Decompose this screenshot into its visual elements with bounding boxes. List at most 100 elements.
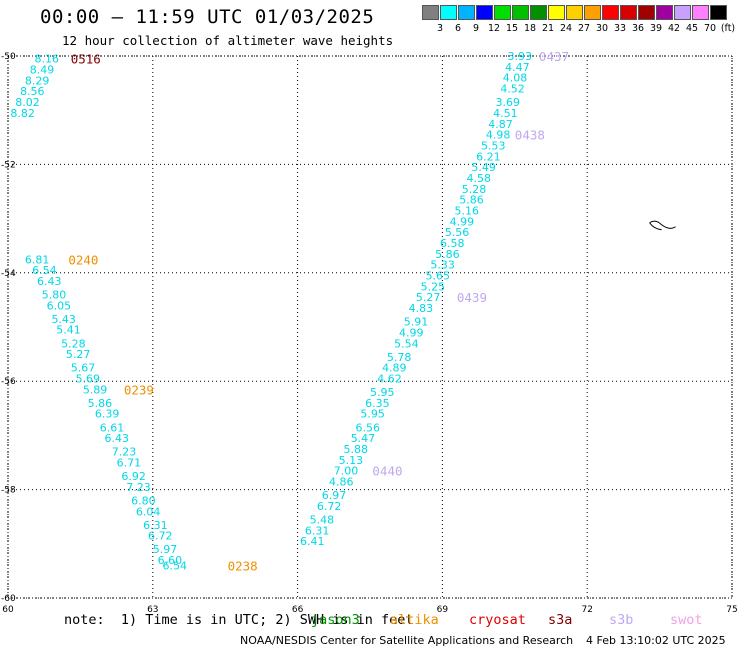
wave-height-value: 5.95 [360, 408, 385, 421]
wave-height-value: 5.88 [343, 443, 368, 456]
y-tick-label: -58 [1, 486, 16, 496]
wave-height-value: 6.43 [37, 275, 62, 288]
legend-swatch [458, 5, 475, 20]
legend-swatch [656, 5, 673, 20]
wave-height-value: 8.82 [10, 107, 35, 120]
legend-label: 33 [613, 23, 627, 34]
wave-height-value: 3.69 [495, 96, 520, 109]
legend-swatch [674, 5, 691, 20]
legend-swatch [512, 5, 529, 20]
wave-height-value: 5.78 [387, 351, 412, 364]
sat-label-swot: swot [670, 612, 703, 628]
legend-swatch [620, 5, 637, 20]
track-time-label: 0440 [372, 464, 402, 479]
wave-height-value: 8.16 [35, 53, 60, 66]
timestamp-text: 4 Feb 13:10:02 UTC 2025 [586, 634, 726, 647]
track-time-label: 0238 [228, 558, 258, 573]
legend-label: 39 [649, 23, 663, 34]
wave-height-value: 4.98 [486, 129, 511, 142]
legend-swatch [530, 5, 547, 20]
wave-height-value: 6.60 [158, 554, 183, 567]
sat-label-s3b: s3b [609, 612, 634, 628]
plot-frame [7, 55, 733, 599]
legend-label: 36 [631, 23, 645, 34]
footer-note: note: 1) Time is in UTC; 2) SWH is in fe… [64, 612, 414, 628]
wave-height-value: 6.61 [100, 421, 125, 434]
x-tick-label: 63 [147, 605, 158, 615]
legend-label: 12 [487, 23, 501, 34]
x-tick-label: 66 [292, 605, 304, 615]
wave-height-value: 5.41 [56, 324, 80, 337]
wave-height-value: 5.56 [445, 226, 470, 239]
legend-label: 27 [577, 23, 591, 34]
wave-height-value: 5.65 [426, 270, 451, 283]
wave-height-value: 5.33 [430, 259, 455, 272]
wave-height-value: 5.86 [88, 397, 113, 410]
legend-label: 42 [667, 23, 681, 34]
coastline-shape [649, 220, 676, 231]
wave-height-value: 6.72 [148, 530, 173, 543]
wave-height-value: 6.21 [476, 150, 501, 163]
wave-height-value: 6.71 [117, 457, 142, 470]
wave-height-value: 4.58 [467, 172, 492, 185]
y-tick-label: -54 [1, 269, 16, 279]
legend-swatch [602, 5, 619, 20]
wave-height-value: 4.62 [377, 372, 402, 385]
wave-height-value: 5.86 [459, 194, 484, 207]
wave-height-value: 6.58 [440, 237, 465, 250]
wave-height-value: 6.97 [322, 489, 347, 502]
wave-height-value: 4.86 [329, 475, 354, 488]
legend-label: 6 [454, 23, 462, 34]
wave-height-value: 5.13 [339, 454, 364, 467]
wave-height-value: 6.04 [136, 505, 161, 518]
x-tick-label: 69 [437, 605, 449, 615]
x-tick-label: 60 [2, 605, 14, 615]
wave-height-value: 7.23 [126, 481, 150, 494]
y-tick-label: -60 [1, 594, 16, 604]
wave-height-value: 6.39 [95, 408, 120, 421]
wave-height-value: 5.86 [435, 248, 460, 261]
wave-height-value: 4.08 [503, 72, 528, 85]
track-time-label: 0437 [539, 49, 569, 64]
legend-swatch [548, 5, 565, 20]
wave-height-value: 4.47 [505, 61, 530, 74]
sat-label-cryosat: cryosat [469, 612, 526, 628]
page-subtitle: 12 hour collection of altimeter wave hei… [62, 33, 394, 48]
legend-label: 9 [472, 23, 480, 34]
wave-height-value: 5.27 [416, 291, 441, 304]
wave-height-value: 5.16 [454, 204, 479, 217]
legend-label: 15 [505, 23, 519, 34]
wave-height-value: 5.67 [71, 362, 96, 375]
legend-label: 21 [541, 23, 555, 34]
wave-height-value: 5.53 [481, 139, 506, 152]
wave-height-value: 6.05 [47, 299, 72, 312]
wave-height-value: 8.29 [25, 74, 50, 87]
sat-label-jason3: jason3 [311, 612, 360, 628]
wave-height-value: 6.31 [143, 519, 168, 532]
x-tick-label: 72 [581, 605, 592, 615]
wave-height-value: 6.80 [131, 494, 156, 507]
wave-height-value: 8.49 [30, 64, 55, 77]
wave-height-value: 6.31 [305, 524, 330, 537]
wave-height-value: 6.41 [300, 535, 325, 548]
legend-label: 70 [703, 23, 717, 34]
wave-height-value: 6.43 [105, 432, 129, 445]
legend-label: 30 [595, 23, 609, 34]
page-title: 00:00 – 11:59 UTC 01/03/2025 [40, 6, 375, 28]
y-tick-label: -52 [1, 160, 16, 170]
track-time-label: 0240 [68, 252, 98, 267]
wave-height-value: 5.95 [370, 386, 395, 399]
wave-height-value: 4.99 [399, 326, 424, 339]
wave-height-value: 7.00 [334, 465, 359, 478]
legend-swatch [638, 5, 655, 20]
wave-height-value: 5.49 [471, 161, 496, 174]
legend-label: 18 [523, 23, 537, 34]
wave-height-value: 6.56 [356, 421, 381, 434]
wave-height-value: 5.48 [310, 513, 335, 526]
legend-unit: (ft) [720, 23, 736, 34]
legend-swatch [692, 5, 709, 20]
wave-height-value: 6.54 [32, 264, 57, 277]
wave-height-value: 6.35 [365, 397, 390, 410]
wave-height-value: 5.91 [404, 316, 429, 329]
